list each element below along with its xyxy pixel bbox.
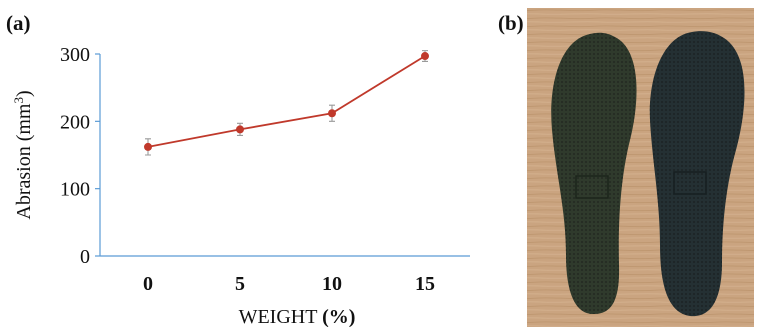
- logo-stamp-right: [673, 171, 707, 195]
- x-tick-label: 10: [322, 273, 342, 295]
- insole-pair-photo: [527, 8, 754, 327]
- x-ticks: 0 5 10 15: [143, 273, 435, 295]
- y-ticks: 0 100 200 300: [60, 44, 100, 268]
- y-tick-label: 100: [60, 179, 90, 201]
- panel-label-b: (b): [498, 11, 524, 35]
- x-tick-label: 15: [415, 273, 435, 295]
- data-point: [236, 125, 244, 134]
- data-point: [328, 109, 336, 118]
- data-point: [421, 52, 429, 61]
- series-line: [147, 55, 426, 148]
- x-tick-label: 0: [143, 273, 153, 295]
- y-tick-label: 200: [60, 111, 90, 133]
- y-axis-label: Abrasion (mm3): [11, 90, 36, 219]
- series-group: [144, 50, 429, 156]
- right-insole: [649, 31, 745, 317]
- logo-stamp-left: [575, 175, 609, 199]
- x-axis-label: WEIGHT (%): [239, 306, 356, 327]
- y-tick-label: 0: [80, 246, 90, 268]
- abrasion-chart: 0 100 200 300 0 5 10 15 Abrasion (mm3) WEIGHT …: [11, 44, 470, 327]
- data-point: [144, 142, 152, 151]
- left-insole: [551, 32, 637, 315]
- x-tick-label: 5: [235, 273, 245, 295]
- y-tick-label: 300: [60, 44, 90, 66]
- panel-label-a: (a): [6, 11, 31, 35]
